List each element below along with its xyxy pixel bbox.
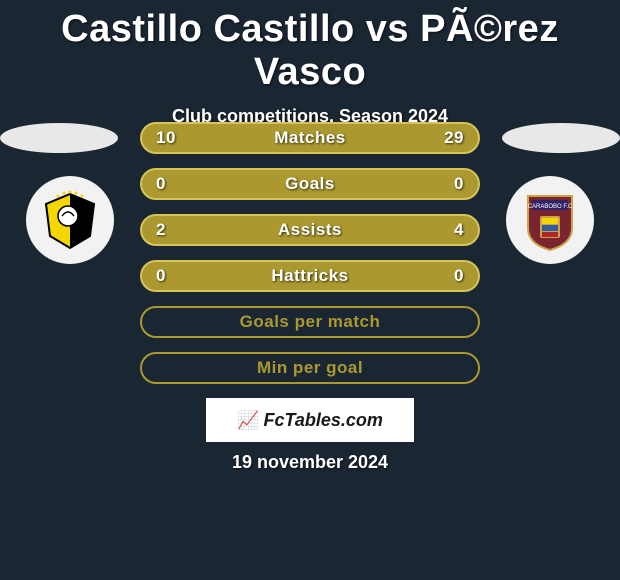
stat-row-goals: 0 Goals 0 [140, 168, 480, 200]
stats-table: 10 Matches 29 0 Goals 0 2 Assists 4 0 Ha… [140, 122, 480, 384]
stat-right-value: 0 [454, 266, 464, 286]
stat-label: Assists [166, 220, 454, 240]
stat-label: Hattricks [166, 266, 454, 286]
branding-text: FcTables.com [264, 410, 383, 431]
stat-right-value: 0 [454, 174, 464, 194]
player-silhouette-right [502, 123, 620, 153]
stat-left-value: 10 [156, 128, 176, 148]
tachira-crest-icon [38, 188, 102, 252]
stat-left-value: 0 [156, 174, 166, 194]
stat-label: Goals [166, 174, 454, 194]
stat-right-value: 29 [444, 128, 464, 148]
stat-label: Min per goal [156, 358, 464, 378]
chart-icon: 📈 [237, 410, 259, 431]
carabobo-crest-icon: CARABOBO F.C [518, 188, 582, 252]
page-title: Castillo Castillo vs PÃ©rez Vasco [0, 0, 620, 94]
stat-left-value: 2 [156, 220, 166, 240]
stat-right-value: 4 [454, 220, 464, 240]
fctables-branding: 📈 FcTables.com [206, 398, 414, 442]
stat-row-matches: 10 Matches 29 [140, 122, 480, 154]
stat-left-value: 0 [156, 266, 166, 286]
stat-row-min-per-goal: Min per goal [140, 352, 480, 384]
stat-label: Matches [176, 128, 444, 148]
stat-label: Goals per match [156, 312, 464, 332]
stat-row-goals-per-match: Goals per match [140, 306, 480, 338]
snapshot-date: 19 november 2024 [0, 452, 620, 473]
team-badge-left [26, 176, 114, 264]
stat-row-assists: 2 Assists 4 [140, 214, 480, 246]
stat-row-hattricks: 0 Hattricks 0 [140, 260, 480, 292]
player-silhouette-left [0, 123, 118, 153]
team-badge-right: CARABOBO F.C [506, 176, 594, 264]
svg-text:CARABOBO F.C: CARABOBO F.C [528, 204, 573, 210]
